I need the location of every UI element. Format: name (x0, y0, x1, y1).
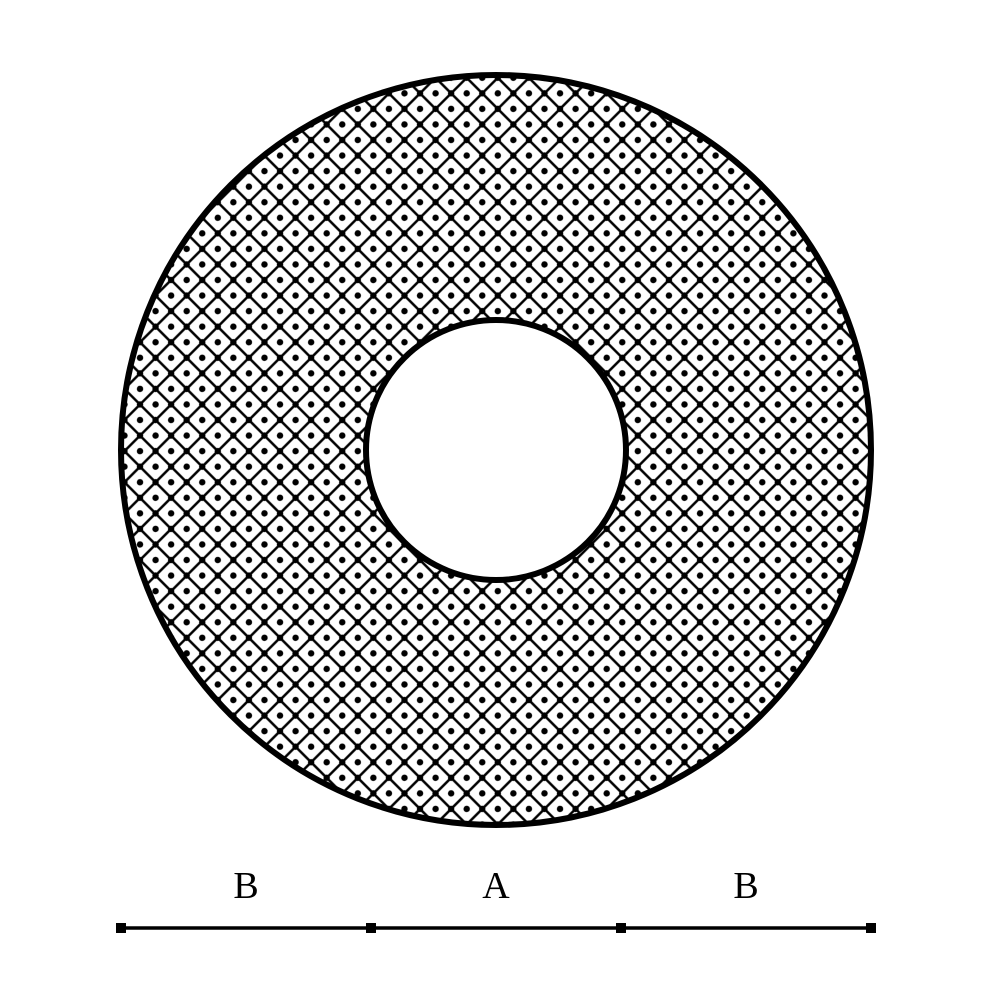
dimension-line: BAB (116, 865, 876, 933)
dimension-label-b: B (733, 865, 758, 907)
annulus-section-diagram: BAB (0, 0, 1000, 1000)
dimension-labels: BAB (233, 865, 758, 907)
dimension-tick (866, 923, 876, 933)
dimension-tick (616, 923, 626, 933)
dimension-tick (116, 923, 126, 933)
dimension-tick (366, 923, 376, 933)
dimension-label-b: B (233, 865, 258, 907)
annulus-shape (121, 75, 871, 825)
dimension-label-a: A (482, 865, 510, 907)
